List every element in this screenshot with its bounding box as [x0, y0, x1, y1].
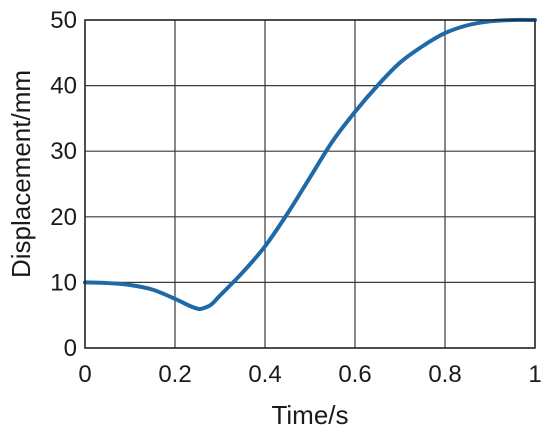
- x-tick-label-2: 0.4: [248, 361, 281, 388]
- x-tick-label-5: 1: [528, 361, 541, 388]
- series-line-0: [83, 17, 537, 312]
- x-axis-label: Time/s: [271, 400, 348, 430]
- y-tick-label-3: 30: [50, 138, 77, 165]
- x-tick-label-4: 0.8: [428, 361, 461, 388]
- grid: [84, 19, 536, 349]
- x-tick-label-0: 0: [78, 361, 91, 388]
- x-tick-label-3: 0.6: [338, 361, 371, 388]
- x-tick-labels: 0 0.2 0.4 0.6 0.8 1: [78, 361, 541, 388]
- y-tick-label-0: 0: [64, 335, 77, 362]
- y-tick-labels: 0 10 20 30 40 50: [50, 7, 77, 362]
- y-tick-label-4: 40: [50, 73, 77, 100]
- y-tick-label-1: 10: [50, 269, 77, 296]
- y-axis-label: Displacement/mm: [6, 70, 36, 278]
- plot-frame: [84, 19, 536, 349]
- y-tick-label-5: 50: [50, 7, 77, 34]
- series-layer: [83, 17, 537, 312]
- x-tick-label-1: 0.2: [158, 361, 191, 388]
- y-tick-label-2: 20: [50, 204, 77, 231]
